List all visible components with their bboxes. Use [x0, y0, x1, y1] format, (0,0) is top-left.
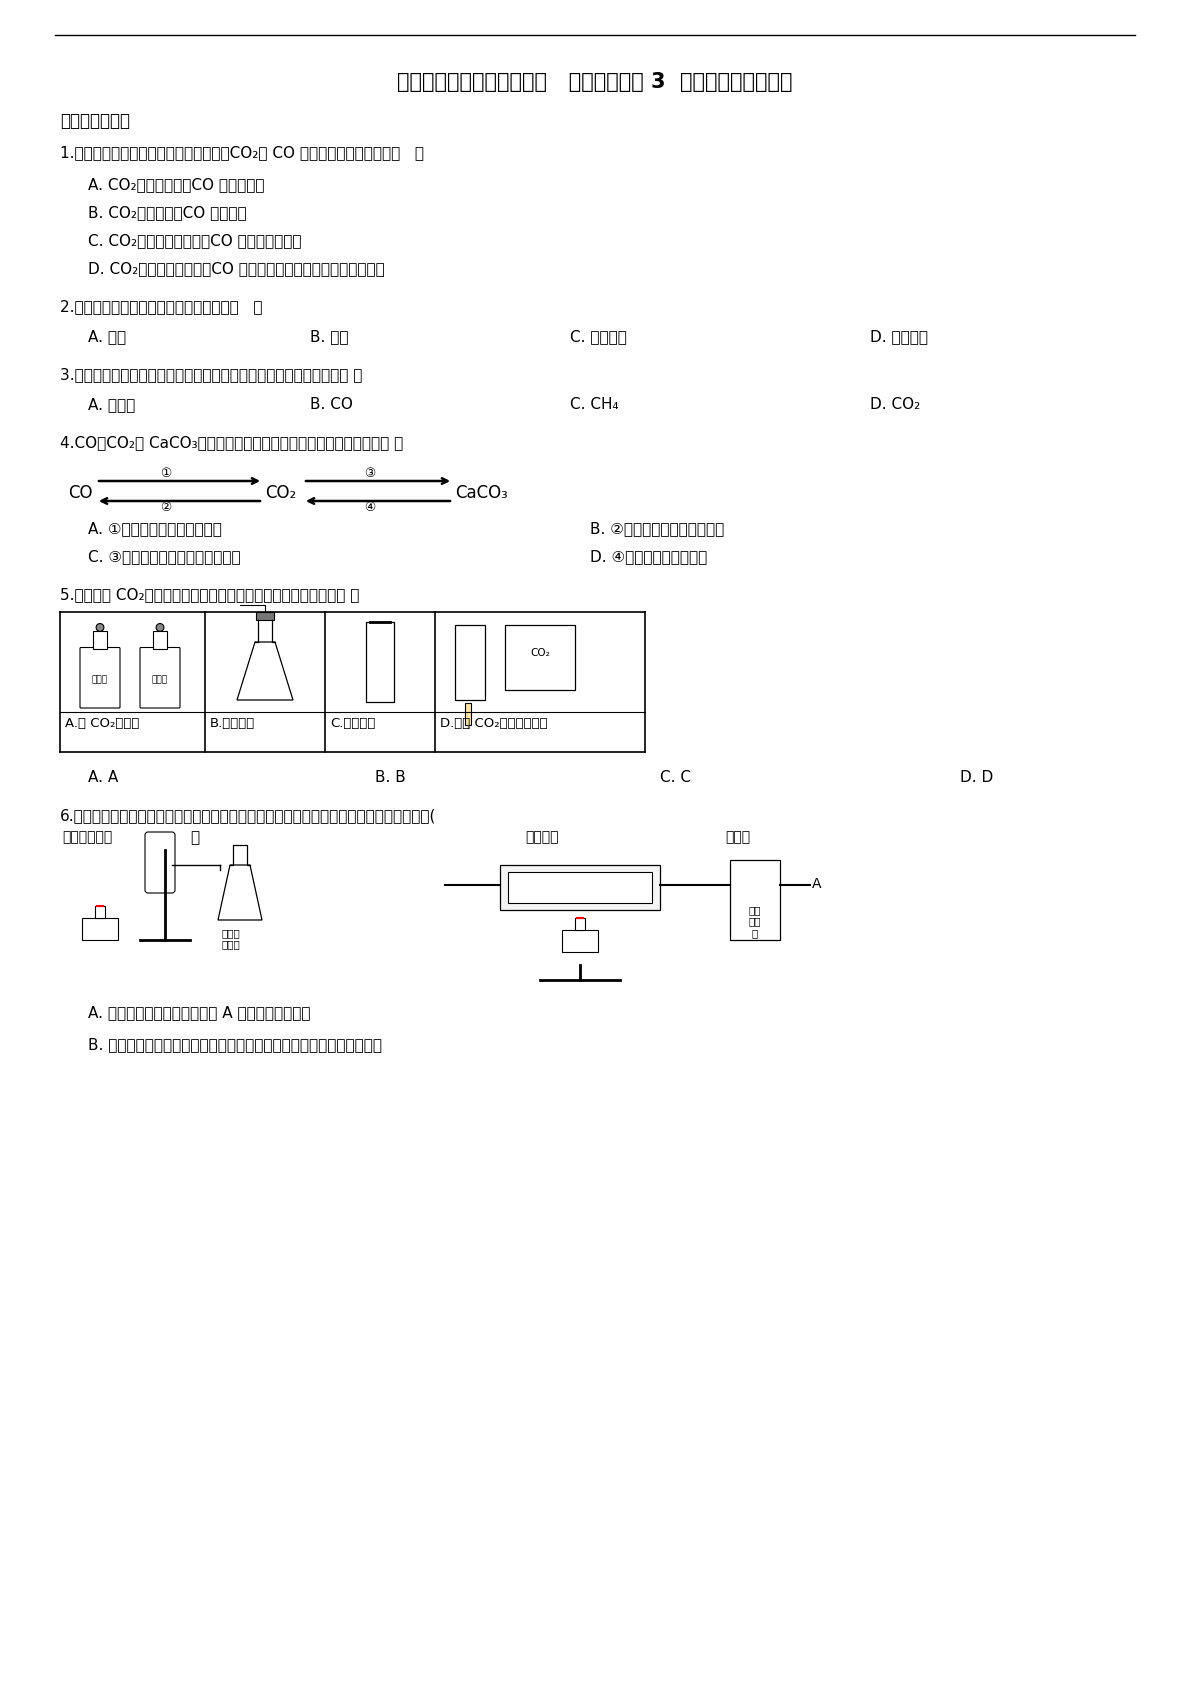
Circle shape: [96, 623, 104, 632]
Bar: [505, 625, 575, 690]
Text: ③: ③: [364, 466, 376, 480]
Bar: [82, 918, 118, 940]
Text: A. 一氧化碗与氧化铜的反响中 A 的作用是尾气处理: A. 一氧化碗与氧化铜的反响中 A 的作用是尾气处理: [88, 1005, 311, 1021]
Text: ②: ②: [161, 502, 171, 514]
Text: D. CO₂: D. CO₂: [870, 397, 920, 413]
Text: ④: ④: [364, 502, 376, 514]
Text: CaCO₃: CaCO₃: [455, 483, 508, 502]
Text: C. ③可通过与澄清石灰水反响实现: C. ③可通过与澄清石灰水反响实现: [88, 549, 240, 564]
FancyBboxPatch shape: [140, 648, 180, 707]
Text: B.发生装置: B.发生装置: [209, 717, 255, 729]
Text: A. A: A. A: [88, 770, 118, 785]
Bar: [465, 702, 471, 726]
Text: B. CO₂能溶于水，CO 难溶于水: B. CO₂能溶于水，CO 难溶于水: [88, 205, 246, 221]
Text: 稀盐酸: 稀盐酸: [152, 675, 168, 684]
Text: 木炭和氧化铜: 木炭和氧化铜: [62, 830, 112, 844]
Text: 大理石: 大理石: [92, 675, 108, 684]
Text: CO₂: CO₂: [530, 648, 550, 658]
Text: C. CH₄: C. CH₄: [570, 397, 619, 413]
Text: 5.以下关于 CO₂的试验室制法及性质试验的说法不正确的选项是（ ）: 5.以下关于 CO₂的试验室制法及性质试验的说法不正确的选项是（ ）: [60, 588, 359, 601]
Text: ）: ）: [190, 830, 199, 845]
Text: A. ①可通过物质的复原性实现: A. ①可通过物质的复原性实现: [88, 520, 221, 536]
Text: C. C: C. C: [660, 770, 691, 785]
Bar: [508, 872, 652, 903]
Text: 一、单项选择题: 一、单项选择题: [60, 113, 130, 130]
Text: CO: CO: [68, 483, 93, 502]
Bar: [93, 632, 107, 648]
Text: C. CO₂可用于光合作用，CO 可用于人工降雨: C. CO₂可用于光合作用，CO 可用于人工降雨: [88, 232, 301, 248]
Text: B. 木炭、一氧化碗与氧化铜的反响中，木炭、一氧化碗都表达了复原性: B. 木炭、一氧化碗与氧化铜的反响中，木炭、一氧化碗都表达了复原性: [88, 1037, 382, 1052]
Text: 2.以下气体含量过多会引起温室效应的是（   ）: 2.以下气体含量过多会引起温室效应的是（ ）: [60, 300, 263, 313]
Text: 澄清
石灰
水: 澄清 石灰 水: [749, 904, 762, 938]
Text: 一氧化碗: 一氧化碗: [525, 830, 558, 844]
Bar: [367, 621, 394, 702]
Text: 6.木炭与氧化铜、一氧化碗与氧化铜反响的试验装置分别如以下图，以下说法错误的选项是(: 6.木炭与氧化铜、一氧化碗与氧化铜反响的试验装置分别如以下图，以下说法错误的选项…: [60, 808, 437, 823]
Bar: [729, 861, 779, 940]
Bar: [154, 632, 167, 648]
FancyBboxPatch shape: [145, 832, 175, 893]
Text: A. 水蒸气: A. 水蒸气: [88, 397, 136, 413]
Text: A. 氧气: A. 氧气: [88, 328, 126, 344]
Text: B. 氮气: B. 氮气: [311, 328, 349, 344]
Text: A.制 CO₂的药品: A.制 CO₂的药品: [65, 717, 139, 729]
Text: CO₂: CO₂: [265, 483, 296, 502]
Text: 初中化学人教版九年级上册   第六单元课题 3  二氧化碗和一氧化碗: 初中化学人教版九年级上册 第六单元课题 3 二氧化碗和一氧化碗: [397, 72, 793, 93]
Text: D. 二氧化碗: D. 二氧化碗: [870, 328, 928, 344]
Text: D. ④可通过分解反响实现: D. ④可通过分解反响实现: [590, 549, 707, 564]
Text: B. B: B. B: [375, 770, 406, 785]
Bar: [95, 906, 105, 918]
Text: ①: ①: [161, 466, 171, 480]
Text: D. CO₂会造成温室效应，CO 易与血液中的血红蛋白结合引起中毒: D. CO₂会造成温室效应，CO 易与血液中的血红蛋白结合引起中毒: [88, 261, 384, 276]
Text: 3.不吸烟是文明安康的生活方式。香烟烟气中易与血红蛋白结合的是（ ）: 3.不吸烟是文明安康的生活方式。香烟烟气中易与血红蛋白结合的是（ ）: [60, 367, 363, 382]
Text: 潆清的
石灰水: 潆清的 石灰水: [223, 928, 240, 950]
Bar: [455, 625, 486, 701]
Text: 1.比照是学习化学的重要方法。以下关于CO₂与 CO 的比较中错误的选项是（   ）: 1.比照是学习化学的重要方法。以下关于CO₂与 CO 的比较中错误的选项是（ ）: [60, 145, 424, 160]
Text: 4.CO、CO₂和 CaCO₃的转化关系如以下图。以下说法错误的选项是（ ）: 4.CO、CO₂和 CaCO₃的转化关系如以下图。以下说法错误的选项是（ ）: [60, 434, 403, 450]
Bar: [562, 930, 599, 951]
Text: A. CO₂可用于灭火，CO 可用作燃料: A. CO₂可用于灭火，CO 可用作燃料: [88, 177, 264, 192]
Bar: [575, 918, 585, 930]
Circle shape: [156, 623, 164, 632]
Bar: [256, 611, 274, 620]
Text: D. D: D. D: [960, 770, 994, 785]
Text: C.收集装置: C.收集装置: [330, 717, 375, 729]
FancyBboxPatch shape: [80, 648, 120, 707]
Text: C. 稀有气体: C. 稀有气体: [570, 328, 627, 344]
Text: B. CO: B. CO: [311, 397, 353, 413]
Text: 氧化铜: 氧化铜: [725, 830, 750, 844]
Bar: [500, 866, 660, 909]
Text: A: A: [812, 877, 821, 891]
Text: B. ②可通过物质的可燃性实现: B. ②可通过物质的可燃性实现: [590, 520, 725, 536]
Text: D.比较 CO₂与空气的密度: D.比较 CO₂与空气的密度: [440, 717, 547, 729]
